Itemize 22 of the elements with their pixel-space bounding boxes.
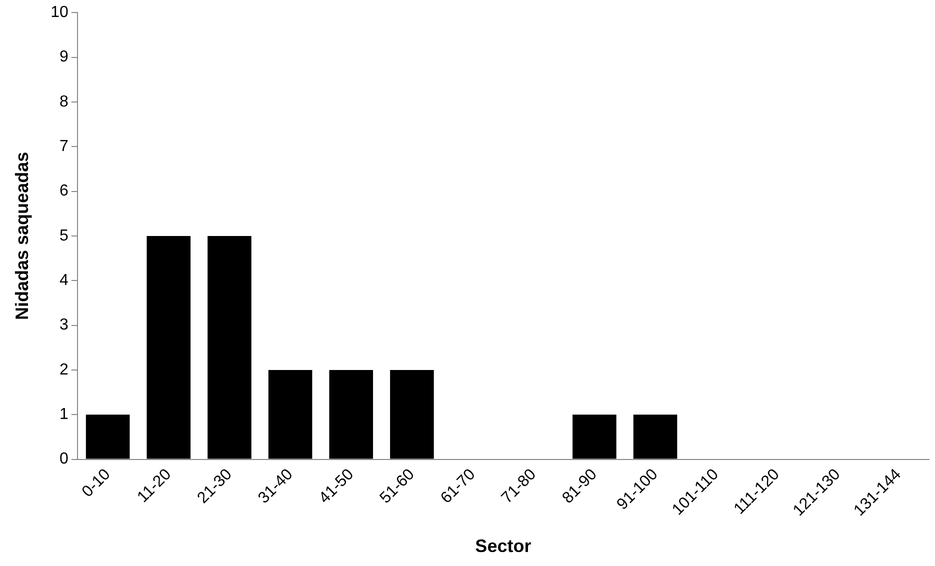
y-tick-label: 6: [59, 182, 68, 200]
x-tick-label: 0-10: [79, 466, 114, 501]
bar: [572, 414, 616, 459]
bar: [208, 236, 252, 459]
y-tick-label: 1: [59, 406, 68, 424]
bar: [329, 370, 374, 459]
y-tick-label: 0: [59, 450, 68, 468]
y-tick-label: 2: [59, 361, 68, 378]
y-tick-label: 9: [59, 48, 68, 66]
bar: [633, 414, 678, 459]
x-axis-title: Sector: [475, 536, 532, 556]
bar: [268, 370, 312, 459]
y-tick-label: 4: [59, 272, 68, 290]
y-tick-label: 7: [59, 138, 68, 156]
y-axis-title: Nidadas saqueadas: [12, 152, 32, 320]
bar: [86, 414, 130, 459]
y-tick-label: 5: [59, 227, 68, 244]
bar: [390, 370, 434, 459]
y-tick-label: 8: [59, 93, 68, 110]
y-tick-label: 3: [59, 316, 68, 334]
bar: [146, 236, 191, 459]
y-tick-label: 10: [50, 4, 68, 22]
